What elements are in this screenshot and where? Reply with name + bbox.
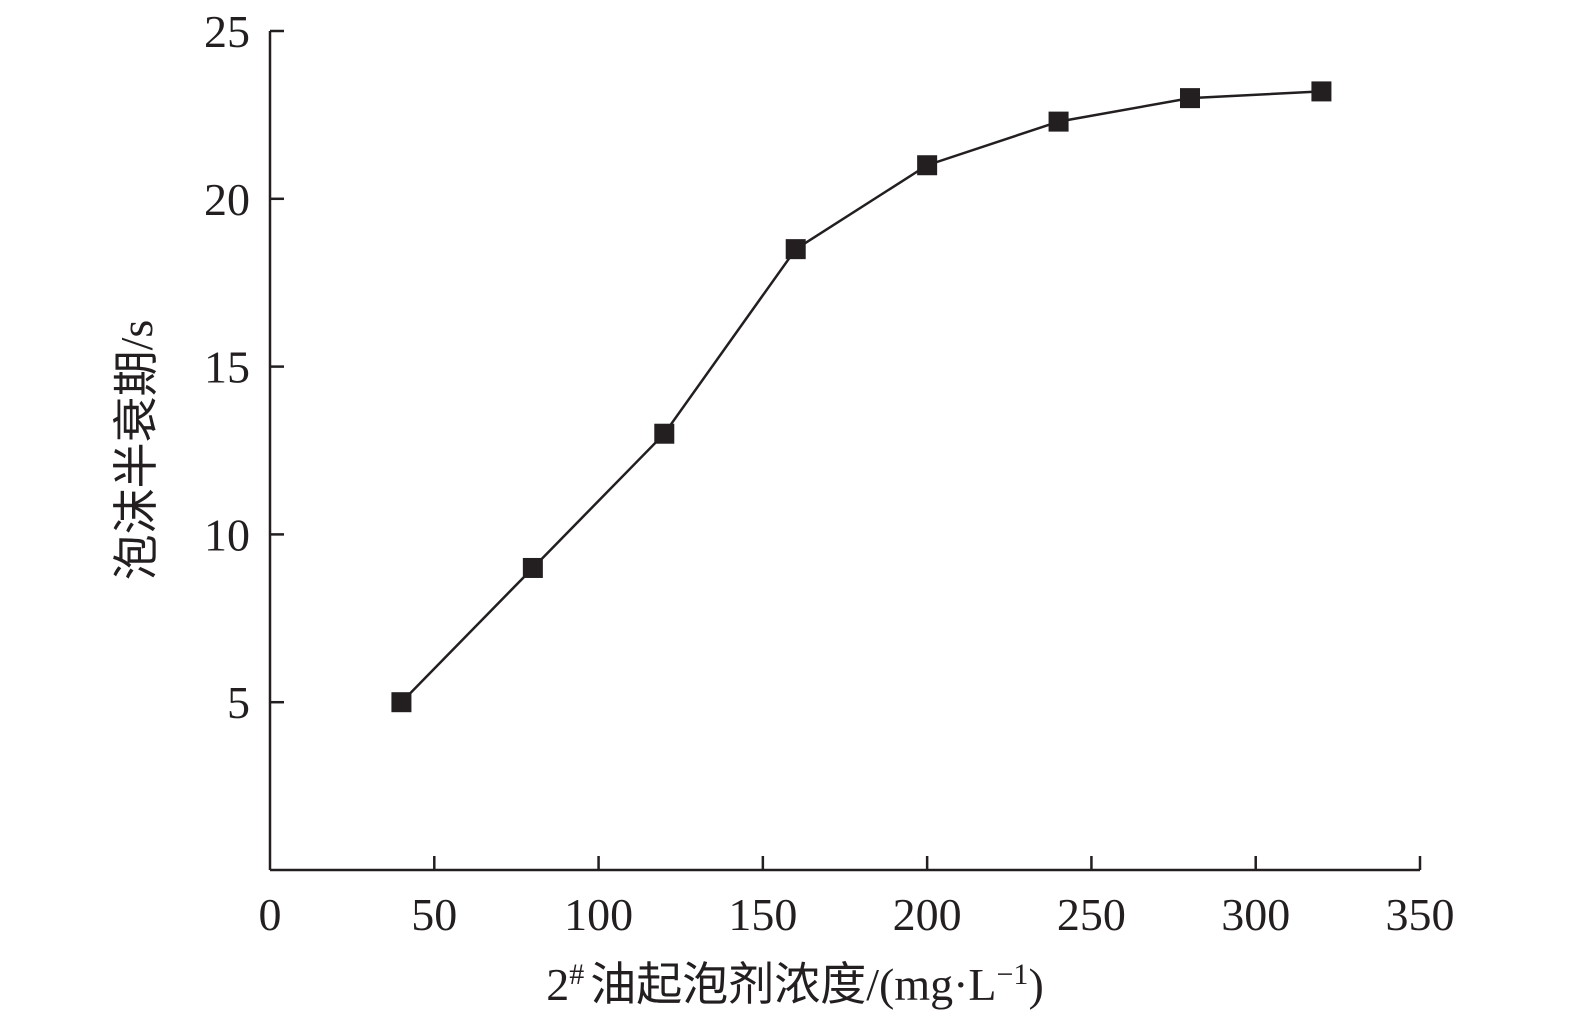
x-tick-label: 100 (564, 889, 633, 940)
x-ticks: 0 50 100 150 200 250 300 350 (259, 856, 1455, 940)
x-tick-label: 50 (411, 889, 457, 940)
series-line (400, 90, 1322, 704)
x-tick-label: 0 (259, 889, 282, 940)
data-point-marker (1311, 81, 1332, 102)
y-tick-label: 25 (204, 6, 250, 57)
data-point-marker (391, 692, 412, 713)
x-tick-label: 200 (893, 889, 962, 940)
data-point-marker (1048, 111, 1069, 132)
x-axis-label-close: ) (1028, 959, 1043, 1010)
x-axis-label-base: 2 (546, 959, 569, 1010)
series (391, 81, 1332, 713)
data-point-marker (1180, 88, 1200, 109)
x-axis-label-unit-sup: −1 (997, 958, 1029, 991)
axes (268, 31, 1420, 872)
data-point-marker (522, 557, 543, 578)
data-point-marker (654, 423, 675, 444)
x-axis-label-sup: # (569, 958, 584, 991)
y-tick-label: 15 (204, 342, 250, 393)
y-axis-label: 泡沫半衰期/s (111, 320, 162, 581)
x-tick-label: 350 (1386, 889, 1455, 940)
y-tick-label: 20 (204, 174, 250, 225)
y-ticks: 5 10 15 20 25 (204, 6, 284, 728)
x-tick-label: 150 (728, 889, 797, 940)
y-tick-label: 10 (204, 509, 250, 560)
x-axis-label-rest: 油起泡剂浓度/(mg·L (590, 959, 996, 1010)
x-axis-label: 2# 油起泡剂浓度/(mg·L−1) (546, 958, 1044, 1010)
data-point-marker (785, 239, 806, 260)
x-tick-label: 250 (1057, 889, 1126, 940)
x-tick-label: 300 (1221, 889, 1290, 940)
y-tick-label: 5 (227, 677, 250, 728)
data-point-marker (917, 155, 938, 176)
